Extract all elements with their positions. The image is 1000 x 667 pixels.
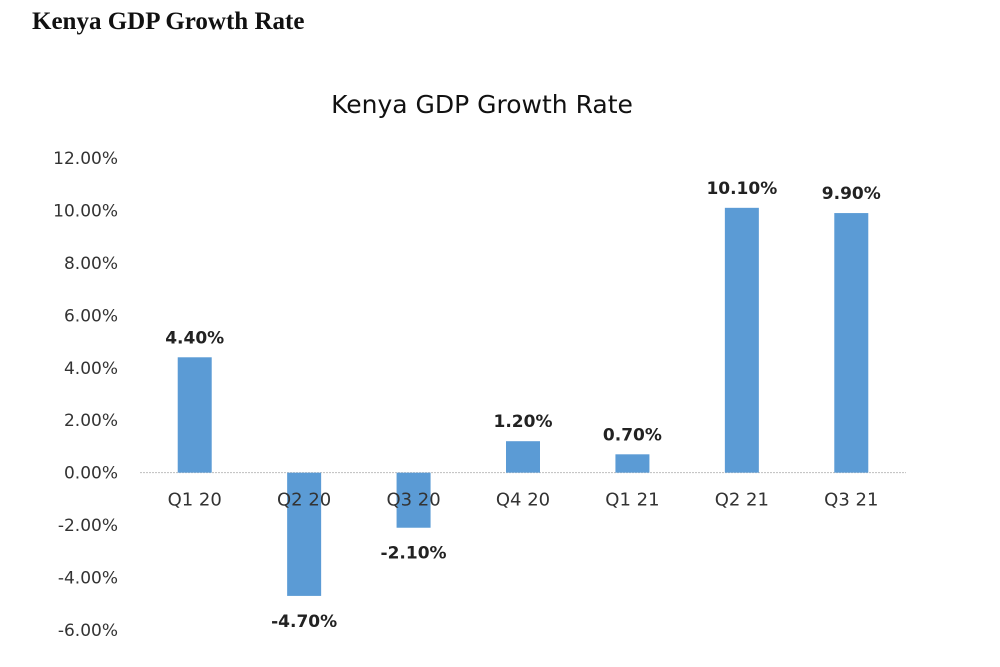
y-tick-label: -4.00% xyxy=(58,569,118,589)
y-tick-label: 8.00% xyxy=(64,254,118,274)
y-tick-label: -6.00% xyxy=(58,621,118,641)
y-axis: 12.00% 10.00% 8.00% 6.00% 4.00% 2.00% 0.00% -2.… xyxy=(53,149,118,641)
y-tick-label: -2.00% xyxy=(58,516,118,536)
bar-q3-21 xyxy=(834,213,869,473)
data-label: 10.10% xyxy=(706,179,777,199)
x-tick-label: Q2 21 xyxy=(715,490,769,511)
data-label: 9.90% xyxy=(822,184,881,204)
x-tick-label: Q1 21 xyxy=(605,490,659,511)
y-tick-label: 2.00% xyxy=(64,411,118,431)
bar-q4-20 xyxy=(506,441,540,473)
data-label: 4.40% xyxy=(165,328,224,348)
x-tick-label: Q4 20 xyxy=(496,490,550,511)
y-tick-label: 4.00% xyxy=(64,359,118,379)
data-label: -4.70% xyxy=(271,612,337,632)
bar-q2-21 xyxy=(724,207,759,473)
data-label: -2.10% xyxy=(381,544,447,564)
data-labels: 4.40% -4.70% -2.10% 1.20% 0.70% 10.10% 9.90% xyxy=(165,179,881,632)
x-tick-label: Q3 21 xyxy=(824,490,878,511)
x-tick-label: Q1 20 xyxy=(168,490,222,511)
y-tick-label: 0.00% xyxy=(64,464,118,484)
x-tick-label: Q3 20 xyxy=(386,490,440,511)
x-tick-label: Q2 20 xyxy=(277,490,331,511)
y-tick-label: 12.00% xyxy=(53,149,118,169)
y-tick-label: 10.00% xyxy=(53,201,118,221)
x-axis: Q1 20 Q2 20 Q3 20 Q4 20 Q1 21 Q2 21 Q3 21 xyxy=(168,490,879,511)
chart-title: Kenya GDP Growth Rate xyxy=(331,90,633,119)
bar-q1-20 xyxy=(177,357,212,473)
bars xyxy=(177,207,869,596)
bar-q3-20 xyxy=(396,472,431,528)
bar-q2-20 xyxy=(287,472,322,596)
bar-q1-21 xyxy=(615,454,650,473)
data-label: 0.70% xyxy=(603,425,662,445)
document-heading: Kenya GDP Growth Rate xyxy=(32,8,305,35)
y-tick-label: 6.00% xyxy=(64,306,118,326)
data-label: 1.20% xyxy=(494,412,553,432)
